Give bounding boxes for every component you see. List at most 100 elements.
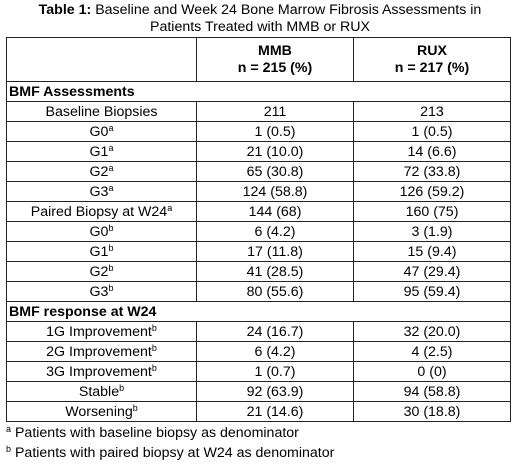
title-line-2: Patients Treated with MMB or RUX [150, 19, 370, 35]
footnote-marker: b [119, 382, 125, 393]
footnote-marker: b [108, 262, 114, 273]
row-label-cell: Stableb [6, 381, 197, 402]
footnote-marker: a [108, 142, 114, 153]
mmb-value: 211 [196, 101, 354, 122]
mmb-value: 21 (14.6) [196, 401, 354, 422]
row-label: G0 [89, 123, 109, 140]
table-row: G0b 6 (4.2) 3 (1.9) [6, 221, 511, 242]
row-label-cell: Baseline Biopsies [6, 101, 197, 122]
row-label: 2G Improvement [46, 343, 152, 360]
row-label-cell: G0a [6, 121, 197, 142]
rux-value: 94 (58.8) [353, 381, 511, 402]
mmb-value: 24 (16.7) [196, 321, 354, 342]
mmb-value: 1 (0.7) [196, 361, 354, 382]
title-text-1: Baseline and Week 24 Bone Marrow Fibrosi… [95, 2, 482, 18]
table-row: G0a 1 (0.5) 1 (0.5) [6, 121, 511, 142]
row-label: G2 [89, 263, 109, 280]
row-label-cell: Paired Biopsy at W24a [6, 201, 197, 222]
rux-value: 126 (59.2) [353, 181, 511, 202]
footnote-b-text: Patients with paired biopsy at W24 as de… [14, 445, 335, 461]
mmb-value: 17 (11.8) [196, 241, 354, 262]
row-label: Stable [78, 383, 120, 400]
row-label-cell: G1b [6, 241, 197, 262]
mmb-value: 124 (58.8) [196, 181, 354, 202]
mmb-value: 6 (4.2) [196, 341, 354, 362]
section-title: BMF response at W24 [6, 301, 511, 322]
row-label: G3 [89, 183, 109, 200]
row-label-cell: G3b [6, 281, 197, 302]
row-label: 1G Improvement [46, 323, 152, 340]
table-row: 1G Improvementb 24 (16.7) 32 (20.0) [6, 321, 511, 342]
table-title: Table 1: Baseline and Week 24 Bone Marro… [0, 2, 520, 36]
rux-value: 32 (20.0) [353, 321, 511, 342]
mmb-value: 21 (10.0) [196, 141, 354, 162]
row-label: Worsening [65, 403, 133, 420]
footnote-a-text: Patients with baseline biopsy as denomin… [14, 425, 299, 441]
footnote-marker: a [108, 182, 114, 193]
table-row: Baseline Biopsies 211 213 [6, 101, 511, 122]
footnote-marker: a [108, 162, 114, 173]
table-row: Stableb 92 (63.9) 94 (58.8) [6, 381, 511, 402]
row-label-cell: G3a [6, 181, 197, 202]
table-row: Paired Biopsy at W24a 144 (68) 160 (75) [6, 201, 511, 222]
row-label: Baseline Biopsies [45, 103, 158, 120]
mmb-value: 65 (30.8) [196, 161, 354, 182]
row-label: G2 [89, 163, 109, 180]
rux-value: 15 (9.4) [353, 241, 511, 262]
table-row: G2a 65 (30.8) 72 (33.8) [6, 161, 511, 182]
table-row: 3G Improvementb 1 (0.7) 0 (0) [6, 361, 511, 382]
rux-value: 160 (75) [353, 201, 511, 222]
footnote-marker: a [108, 122, 114, 133]
row-label-cell: G2a [6, 161, 197, 182]
row-label-cell: Worseningb [6, 401, 197, 422]
rux-value: 14 (6.6) [353, 141, 511, 162]
row-label-cell: 3G Improvementb [6, 361, 197, 382]
row-label-cell: 1G Improvementb [6, 321, 197, 342]
row-label: G1 [89, 143, 109, 160]
rux-value: 47 (29.4) [353, 261, 511, 282]
row-label: G0 [89, 223, 109, 240]
mmb-value: 6 (4.2) [196, 221, 354, 242]
table-row: G3b 80 (55.6) 95 (59.4) [6, 281, 511, 302]
rux-value: 4 (2.5) [353, 341, 511, 362]
header-empty-cell [6, 37, 197, 82]
footnote-marker: b [151, 322, 157, 333]
table-row: G1a 21 (10.0) 14 (6.6) [6, 141, 511, 162]
row-label-cell: G0b [6, 221, 197, 242]
section-header-row: BMF Assessments [6, 81, 511, 102]
row-label: G3 [89, 283, 109, 300]
footnote-marker: b [132, 402, 138, 413]
fibrosis-table: MMB n = 215 (%) RUX n = 217 (%) BMF Asse… [6, 37, 511, 422]
mmb-value: 1 (0.5) [196, 121, 354, 142]
mmb-value: 92 (63.9) [196, 381, 354, 402]
header-mmb-n: n = 215 (%) [237, 59, 313, 76]
section-header-row: BMF response at W24 [6, 301, 511, 322]
mmb-value: 144 (68) [196, 201, 354, 222]
table-row: G2b 41 (28.5) 47 (29.4) [6, 261, 511, 282]
footnote-marker: b [108, 282, 114, 293]
table-row: 2G Improvementb 6 (4.2) 4 (2.5) [6, 341, 511, 362]
row-label: G1 [89, 243, 109, 260]
mmb-value: 41 (28.5) [196, 261, 354, 282]
header-mmb: MMB n = 215 (%) [196, 37, 354, 82]
header-rux-name: RUX [417, 42, 447, 59]
header-row: MMB n = 215 (%) RUX n = 217 (%) [6, 37, 511, 82]
footnote-b: b Patients with paired biopsy at W24 as … [6, 445, 334, 462]
footnote-marker: b [151, 362, 157, 373]
rux-value: 3 (1.9) [353, 221, 511, 242]
row-label-cell: 2G Improvementb [6, 341, 197, 362]
rux-value: 213 [353, 101, 511, 122]
table-label: Table 1: [38, 2, 92, 18]
footnote-a: a Patients with baseline biopsy as denom… [6, 425, 299, 442]
table-row: G3a 124 (58.8) 126 (59.2) [6, 181, 511, 202]
mmb-value: 80 (55.6) [196, 281, 354, 302]
row-label: Paired Biopsy at W24 [30, 203, 168, 220]
table-row: Worseningb 21 (14.6) 30 (18.8) [6, 401, 511, 422]
table-body: MMB n = 215 (%) RUX n = 217 (%) BMF Asse… [6, 37, 511, 422]
row-label-cell: G1a [6, 141, 197, 162]
footnote-marker: b [108, 242, 114, 253]
footnote-a-mark: a [6, 424, 12, 434]
row-label: 3G Improvement [46, 363, 152, 380]
footnote-marker: b [151, 342, 157, 353]
header-rux-n: n = 217 (%) [394, 59, 470, 76]
